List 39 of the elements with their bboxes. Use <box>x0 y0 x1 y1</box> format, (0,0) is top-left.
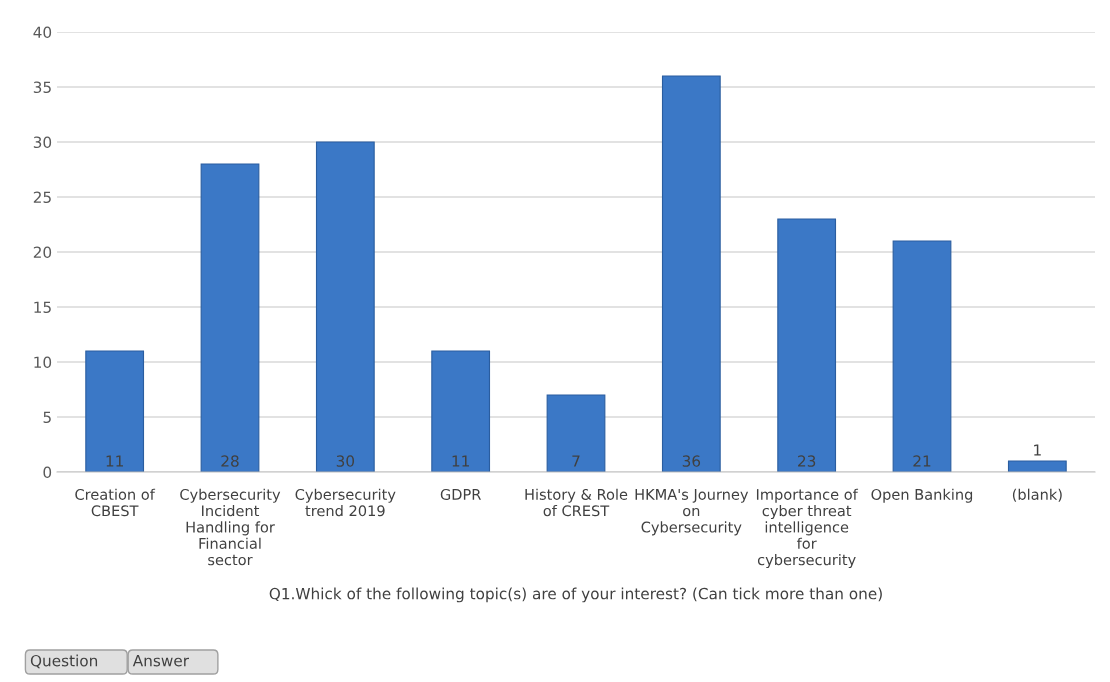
y-tick-label: 35 <box>33 81 51 94</box>
y-tick-label: 40 <box>33 26 52 39</box>
data-label: 11 <box>452 455 469 467</box>
data-label: 1 <box>1034 444 1041 456</box>
bar <box>85 350 145 472</box>
data-label: 28 <box>221 455 239 467</box>
bar <box>315 141 375 472</box>
bar <box>1007 460 1067 472</box>
x-tick-label: Importance of cyber threat intelligence for cybersecurity <box>756 488 859 569</box>
data-label: 21 <box>913 455 931 467</box>
bar <box>892 240 952 472</box>
x-tick-label: (blank) <box>1012 488 1062 502</box>
y-tick-label: 0 <box>43 466 52 479</box>
x-tick-label: History & Role of CREST <box>525 488 628 517</box>
bar <box>661 75 721 472</box>
data-label: 30 <box>336 455 355 467</box>
bar <box>546 394 606 472</box>
x-tick-label: Creation of CBEST <box>75 488 156 517</box>
x-tick-label: Cybersecurity trend 2019 <box>295 488 396 517</box>
y-tick-label: 25 <box>33 191 51 204</box>
x-tick-label: Cybersecurity Incident Handling for Financial sector <box>180 488 281 566</box>
bar <box>200 163 260 472</box>
data-label: 23 <box>798 455 816 467</box>
text: Question <box>30 654 98 669</box>
y-tick-label: 5 <box>43 411 51 424</box>
x-tick-label: Open Banking <box>871 488 973 503</box>
y-tick-label: 20 <box>33 246 52 259</box>
x-tick-label: GDPR <box>440 488 481 500</box>
data-label: 36 <box>682 455 701 467</box>
bar <box>777 218 837 472</box>
y-tick-label: 10 <box>34 356 52 369</box>
x-tick-label: HKMA's Journey on Cybersecurity <box>635 489 749 536</box>
x-axis-title: Q1.Whick of the following topic(s) are of your interest? (Can tick more than one) <box>269 587 882 603</box>
y-tick-label: 15 <box>34 301 51 314</box>
bar <box>431 350 491 472</box>
y-tick-label: 30 <box>33 136 52 149</box>
data-label: 11 <box>106 455 123 467</box>
text: Answer <box>132 655 190 667</box>
data-label: 7 <box>572 455 580 467</box>
